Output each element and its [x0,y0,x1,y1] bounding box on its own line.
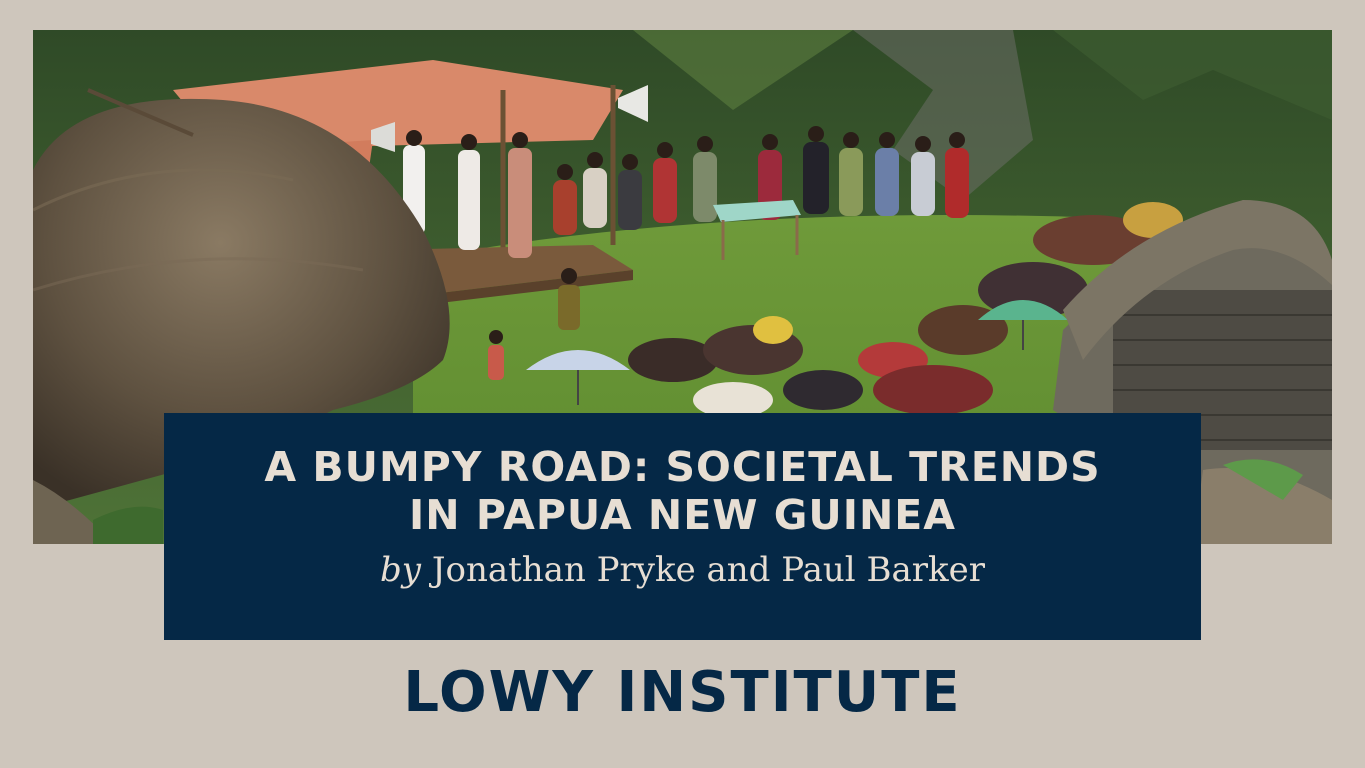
byline-authors: Jonathan Pryke and Paul Barker [431,550,985,590]
byline-prefix: by [380,550,422,590]
report-title-line-1: A BUMPY ROAD: SOCIETAL TRENDS [264,443,1101,491]
report-title-line-2: IN PAPUA NEW GUINEA [408,491,956,539]
lowy-institute-logo: LOWY INSTITUTE [403,660,962,725]
author-byline: by Jonathan Pryke and Paul Barker [164,549,1201,591]
title-banner: A BUMPY ROAD: SOCIETAL TRENDS IN PAPUA N… [164,413,1201,640]
report-title: A BUMPY ROAD: SOCIETAL TRENDS IN PAPUA N… [164,443,1201,539]
